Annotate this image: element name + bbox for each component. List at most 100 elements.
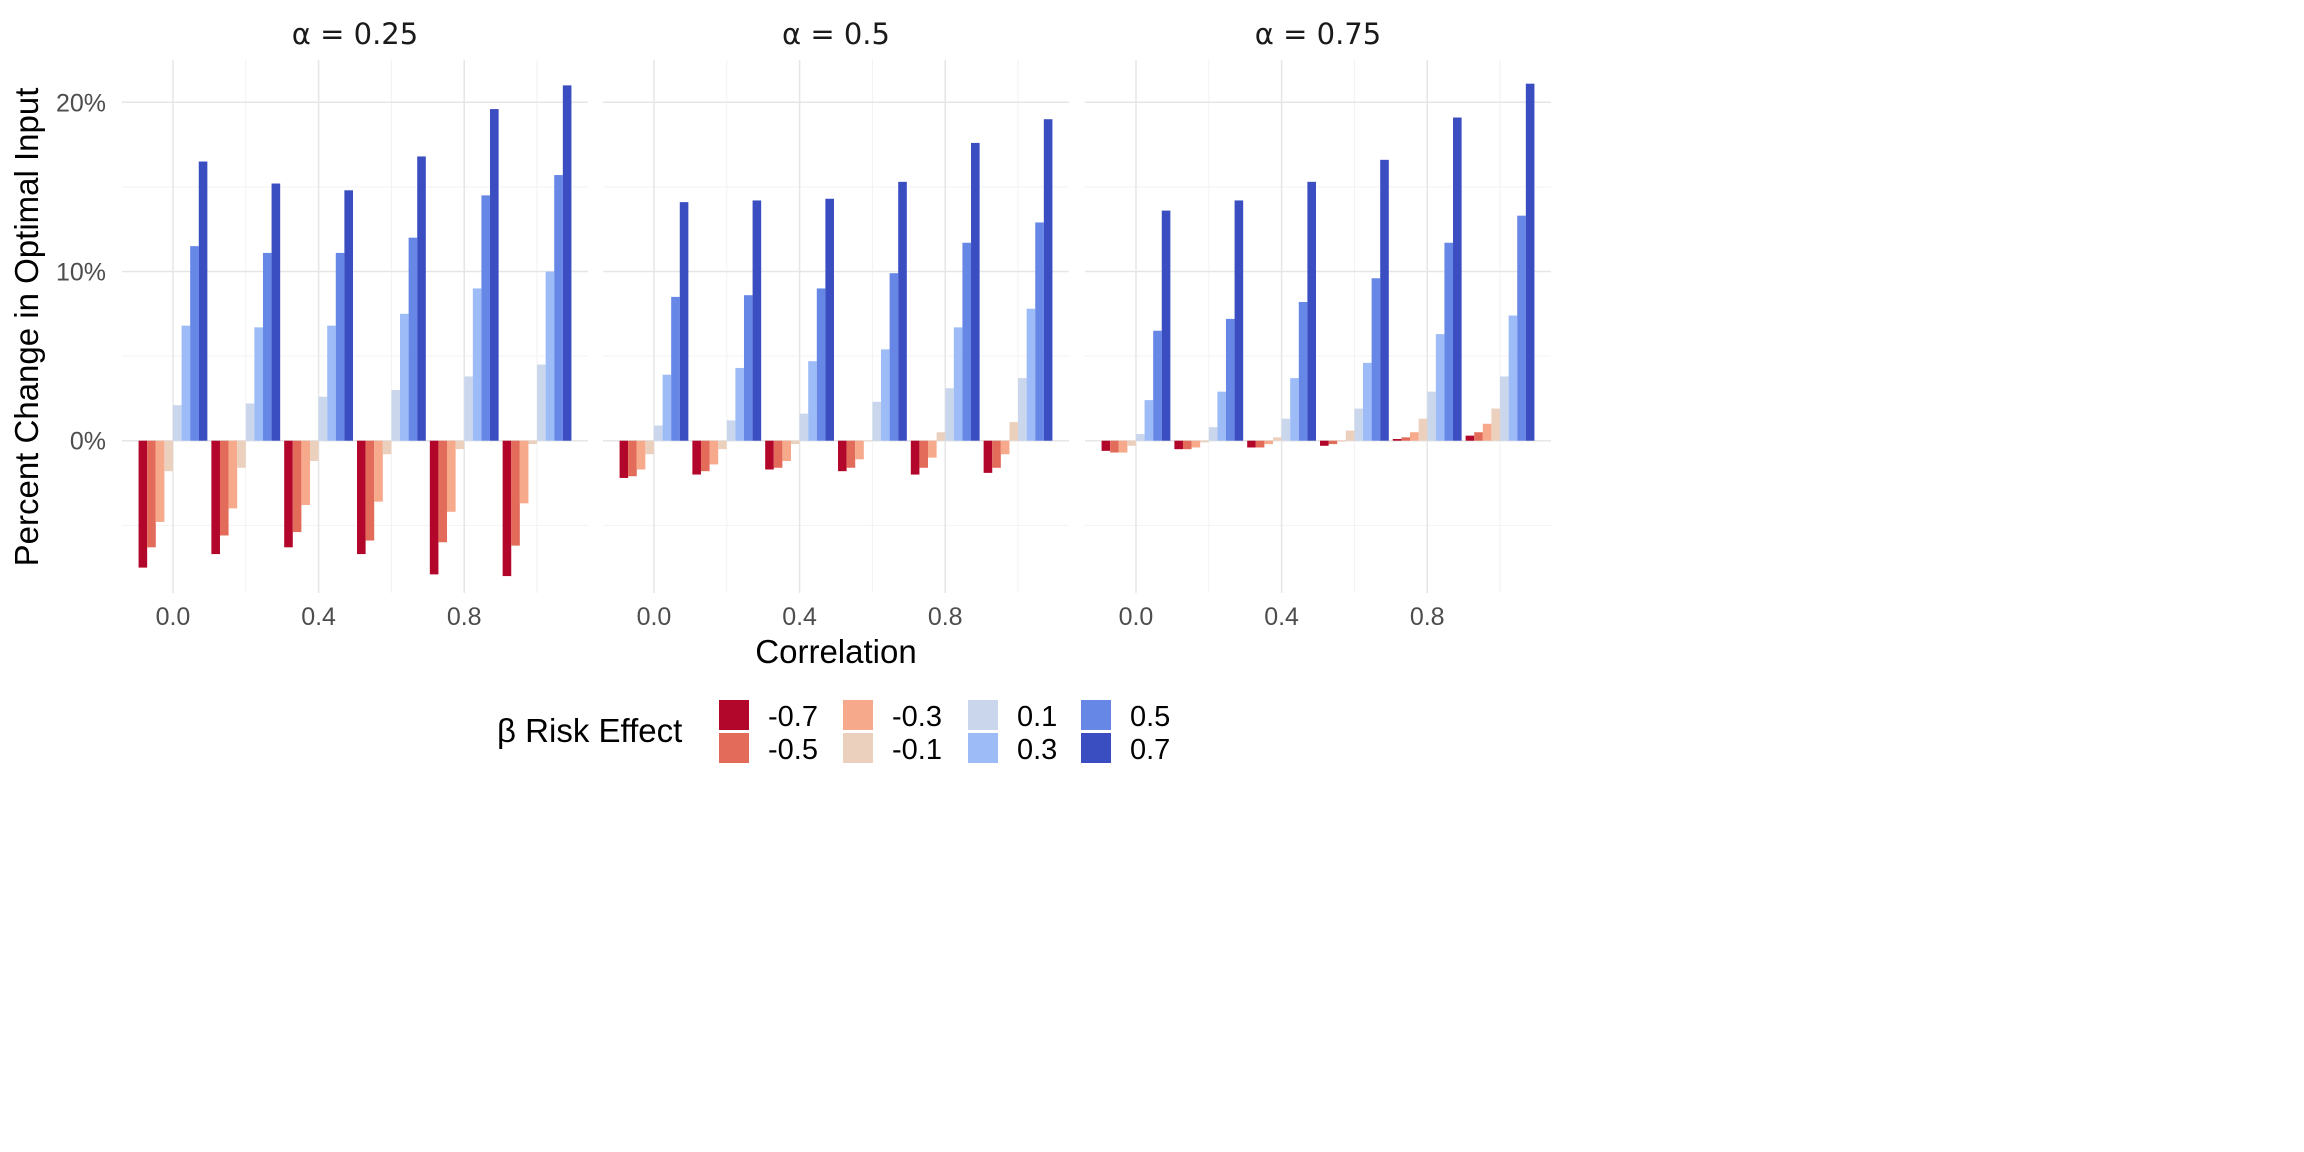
- bar: [782, 440, 791, 462]
- panel-1: α = 0.25 0.0 0.4 0.8: [122, 17, 588, 631]
- bar: [1410, 432, 1419, 441]
- bar: [408, 237, 418, 441]
- legend: β Risk Effect -0.7-0.5 -0.3-0.1 0.10.3 0.50…: [497, 700, 1170, 766]
- bar: [335, 252, 345, 441]
- bar: [481, 195, 491, 441]
- bar: [653, 425, 663, 441]
- bar: [1371, 278, 1381, 441]
- bar: [679, 202, 689, 441]
- bar: [928, 440, 937, 458]
- bar: [190, 246, 199, 441]
- bar: [490, 109, 499, 441]
- bar: [1500, 376, 1509, 441]
- bar: [671, 296, 680, 441]
- bar: [1427, 391, 1436, 441]
- bar: [992, 440, 1001, 468]
- bar: [164, 440, 173, 472]
- panel-title: α = 0.5: [782, 17, 890, 51]
- bar: [636, 440, 646, 470]
- bar: [254, 327, 263, 441]
- bar: [846, 440, 856, 468]
- x-tick-label: 0.4: [1264, 603, 1299, 631]
- bar: [519, 440, 529, 504]
- bar: [919, 440, 929, 468]
- bar: [447, 440, 456, 512]
- x-tick-label: 0.0: [1119, 603, 1154, 631]
- bar: [271, 183, 281, 441]
- bar: [138, 440, 148, 568]
- bar: [1298, 301, 1308, 441]
- bar: [545, 271, 555, 441]
- bar: [309, 440, 319, 462]
- x-tick-label: 0.8: [447, 603, 482, 631]
- legend-key: [719, 733, 749, 763]
- bar: [1482, 423, 1492, 441]
- bar: [1127, 440, 1136, 446]
- legend-label: -0.5: [768, 734, 818, 766]
- legend-label: -0.1: [892, 734, 942, 766]
- bar: [700, 440, 710, 472]
- bar: [1444, 242, 1454, 441]
- bar: [1320, 440, 1329, 446]
- bar: [1225, 318, 1235, 441]
- bar: [1435, 334, 1445, 441]
- legend-label: 0.5: [1130, 701, 1170, 733]
- bar: [765, 440, 774, 470]
- bar: [936, 432, 946, 441]
- y-tick-label: 10%: [56, 259, 106, 287]
- panel-3: α = 0.75 0.0 0.4 0.8: [1085, 17, 1551, 631]
- bar: [1337, 440, 1346, 442]
- bar: [464, 376, 473, 441]
- panel-title: α = 0.25: [292, 17, 418, 51]
- x-axis-title: Correlation: [755, 633, 916, 670]
- bar: [945, 388, 954, 441]
- x-tick-label: 0.8: [928, 603, 963, 631]
- bar: [391, 389, 401, 441]
- bar: [198, 161, 208, 441]
- bar: [743, 295, 753, 441]
- bar: [455, 440, 465, 450]
- bar: [983, 440, 993, 473]
- bar: [1474, 432, 1483, 441]
- bar: [245, 403, 255, 441]
- bar: [619, 440, 629, 478]
- bar: [284, 440, 293, 548]
- bar: [1363, 362, 1372, 441]
- bar: [301, 440, 310, 506]
- bar: [382, 440, 392, 455]
- bar: [181, 325, 191, 441]
- bar: [910, 440, 920, 475]
- bar: [1110, 440, 1119, 453]
- bar: [1380, 159, 1389, 441]
- bar: [1255, 440, 1265, 448]
- bar: [1191, 440, 1201, 448]
- legend-label: 0.7: [1130, 734, 1170, 766]
- panels-layer: α = 0.250.0 0.4 0.8α = 0.50.0 0.4 0.8α = 0.7…: [56, 17, 1551, 631]
- bar: [1525, 83, 1535, 441]
- bar: [1328, 440, 1338, 445]
- bar: [881, 349, 890, 441]
- bar: [838, 440, 847, 472]
- bar: [429, 440, 439, 575]
- bar: [1026, 308, 1036, 441]
- bar: [147, 440, 156, 548]
- bar: [1517, 215, 1526, 441]
- bar: [528, 440, 538, 445]
- legend-key: [843, 733, 873, 763]
- bar: [211, 440, 220, 555]
- legend-key: [968, 733, 998, 763]
- bar: [357, 440, 366, 555]
- bar: [1247, 440, 1256, 448]
- bar: [1354, 408, 1364, 441]
- bar: [400, 313, 409, 441]
- bar: [863, 440, 873, 442]
- bar: [344, 190, 353, 441]
- bar: [1144, 400, 1154, 441]
- legend-key: [843, 700, 873, 730]
- bar: [790, 440, 800, 445]
- bar: [417, 156, 426, 441]
- bar: [709, 440, 719, 465]
- y-tick-label: 20%: [56, 89, 106, 117]
- bar: [292, 440, 302, 533]
- bar: [1281, 418, 1291, 441]
